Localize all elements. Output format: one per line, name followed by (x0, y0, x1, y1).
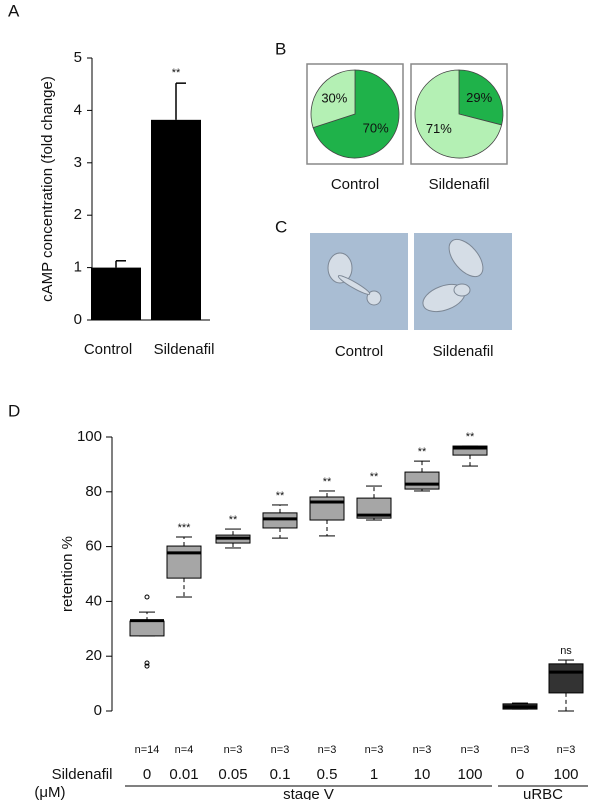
significance: ** (370, 471, 379, 483)
bar (151, 119, 201, 320)
significance: ns (560, 645, 572, 657)
y-axis-label: retention % (59, 536, 76, 612)
box (404, 471, 440, 490)
pie-label: 70% (363, 120, 389, 135)
significance: *** (178, 522, 192, 534)
x-tick-label: 0 (143, 766, 151, 783)
significance: ** (466, 431, 475, 443)
pie-slice (458, 69, 504, 126)
n-label: n=3 (511, 744, 530, 756)
n-label: n=3 (271, 744, 290, 756)
pie-caption: Control (331, 176, 379, 193)
x-tick-label: 100 (457, 766, 482, 783)
n-label: n=3 (557, 744, 576, 756)
outlier (144, 594, 150, 600)
y-tick-label: 100 (77, 428, 102, 445)
y-tick-label: 40 (85, 592, 102, 609)
x-axis-unit: (μM) (34, 784, 65, 800)
pie-label: 71% (426, 121, 452, 136)
cell (327, 252, 353, 284)
y-tick-label: 0 (94, 702, 102, 719)
bar (91, 267, 141, 320)
significance: ** (229, 514, 238, 526)
y-tick-label: 4 (74, 101, 82, 118)
box (129, 620, 165, 637)
y-tick-label: 0 (74, 311, 82, 328)
box (262, 512, 298, 529)
n-label: n=4 (175, 744, 194, 756)
x-tick-label: 0.1 (270, 766, 291, 783)
x-tick-label: Sildenafil (154, 341, 215, 358)
significance: ** (276, 490, 285, 502)
image-caption: Control (335, 343, 383, 360)
outlier (144, 663, 150, 669)
x-tick-label: 100 (553, 766, 578, 783)
box (452, 445, 488, 456)
y-tick-label: 1 (74, 259, 82, 276)
pie-label: 29% (466, 90, 492, 105)
panel-label: D (8, 401, 20, 420)
y-tick-label: 20 (85, 647, 102, 664)
cell (366, 290, 382, 306)
n-label: n=3 (461, 744, 480, 756)
y-tick-label: 3 (74, 154, 82, 171)
n-label: n=3 (365, 744, 384, 756)
y-tick-label: 60 (85, 538, 102, 555)
image-caption: Sildenafil (433, 343, 494, 360)
x-tick-label: 10 (414, 766, 431, 783)
box (548, 663, 584, 694)
cell (337, 275, 371, 295)
x-tick-label: 0.01 (169, 766, 198, 783)
pie-caption: Sildenafil (429, 176, 490, 193)
micrograph (310, 233, 408, 330)
x-tick-label: 0 (516, 766, 524, 783)
significance: ** (418, 446, 427, 458)
y-tick-label: 2 (74, 206, 82, 223)
pie-slice (312, 69, 400, 159)
x-axis-label: Sildenafil (52, 766, 113, 783)
significance: ** (323, 476, 332, 488)
n-label: n=14 (135, 744, 160, 756)
pie-slice (414, 69, 503, 159)
n-label: n=3 (318, 744, 337, 756)
panel-label: B (275, 39, 286, 58)
box (166, 545, 202, 579)
y-tick-label: 80 (85, 483, 102, 500)
box (356, 497, 392, 519)
x-tick-label: 0.05 (218, 766, 247, 783)
x-tick-label: 0.5 (317, 766, 338, 783)
outlier (144, 660, 150, 666)
y-axis-label: cAMP concentration (fold change) (39, 76, 56, 302)
n-label: n=3 (224, 744, 243, 756)
pie-slice (310, 69, 356, 129)
panel-label: C (275, 217, 287, 236)
x-tick-label: 1 (370, 766, 378, 783)
x-tick-label: Control (84, 341, 132, 358)
cell (453, 283, 471, 297)
group-label: uRBC (523, 786, 563, 800)
y-tick-label: 5 (74, 49, 82, 66)
n-label: n=3 (413, 744, 432, 756)
group-label: stage V (283, 786, 334, 800)
significance: ** (172, 67, 181, 79)
cell (448, 238, 484, 278)
pie-label: 30% (321, 90, 347, 105)
panel-label: A (8, 1, 20, 20)
